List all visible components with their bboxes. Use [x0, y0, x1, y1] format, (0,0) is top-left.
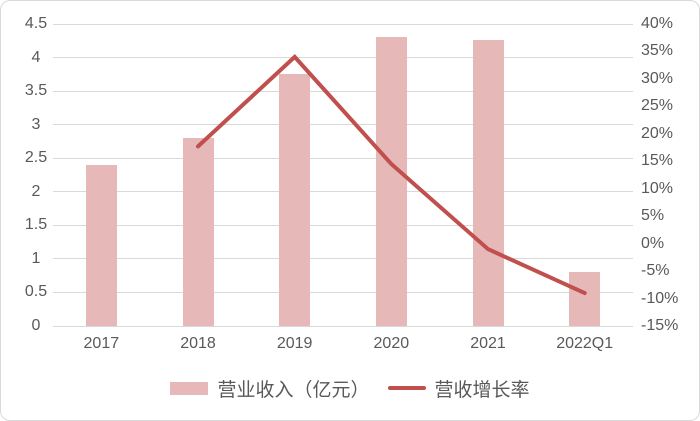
right-axis-tick: 0% — [641, 234, 665, 252]
x-axis-label-2018: 2018 — [180, 335, 216, 352]
right-axis-tick: 25% — [641, 97, 674, 115]
gridline — [53, 258, 633, 260]
right-axis-tick: 5% — [641, 207, 665, 225]
x-axis-label-2017: 2017 — [83, 335, 120, 352]
plot-area — [53, 23, 633, 327]
bar-2022Q1 — [569, 272, 601, 326]
right-axis-tick: -5% — [641, 262, 670, 280]
left-axis-tick: 2.5 — [24, 149, 48, 167]
right-axis-tick: -15% — [641, 317, 679, 334]
gridline — [53, 325, 633, 327]
gridline — [53, 57, 633, 59]
legend: 营业收入（亿元） 营收增长率 — [1, 373, 699, 403]
legend-line-swatch-icon — [387, 386, 426, 390]
right-axis-tick: 30% — [641, 69, 674, 87]
x-axis-label-2019: 2019 — [276, 335, 313, 352]
left-axis-tick: 3.5 — [24, 82, 48, 100]
left-axis-tick: 0.5 — [24, 283, 48, 301]
right-axis-tick: 20% — [641, 124, 674, 142]
right-axis-tick: 15% — [641, 152, 674, 170]
legend-bar-swatch-icon — [170, 381, 209, 395]
gridline — [53, 224, 633, 226]
bar-2021 — [472, 40, 504, 326]
gridline — [53, 291, 633, 293]
legend-bar-label: 营业收入（亿元） — [217, 379, 370, 401]
x-axis-label-2022Q1: 2022Q1 — [556, 335, 614, 352]
gridline — [53, 90, 633, 92]
bar-2017 — [85, 164, 117, 326]
legend-line-label: 营收增长率 — [434, 379, 530, 401]
right-axis-tick: -10% — [641, 289, 679, 307]
x-axis-label-2021: 2021 — [470, 335, 506, 352]
right-axis-tick: 10% — [641, 179, 674, 197]
growth-rate-line — [196, 54, 587, 296]
left-axis-tick: 3 — [31, 115, 41, 133]
gridline — [53, 124, 633, 126]
legend-item-revenue: 营业收入（亿元） — [170, 375, 370, 402]
x-axis-label-2020: 2020 — [373, 335, 410, 352]
bar-2020 — [375, 37, 407, 326]
line-layer — [196, 54, 587, 296]
left-axis-tick: 4.5 — [24, 15, 48, 32]
left-axis-tick: 1.5 — [24, 216, 48, 234]
bar-2019 — [279, 74, 311, 326]
bar-2018 — [182, 138, 214, 326]
left-axis-tick: 0 — [31, 317, 41, 334]
legend-item-growth: 营收增长率 — [387, 375, 530, 402]
gridline — [53, 157, 633, 159]
gridline — [53, 23, 633, 25]
right-axis-tick: 35% — [641, 42, 674, 60]
left-axis-tick: 2 — [31, 182, 41, 200]
left-axis-tick: 4 — [31, 48, 41, 66]
right-axis-tick: 40% — [641, 15, 674, 32]
left-axis-tick: 1 — [31, 249, 41, 267]
gridline — [53, 191, 633, 193]
